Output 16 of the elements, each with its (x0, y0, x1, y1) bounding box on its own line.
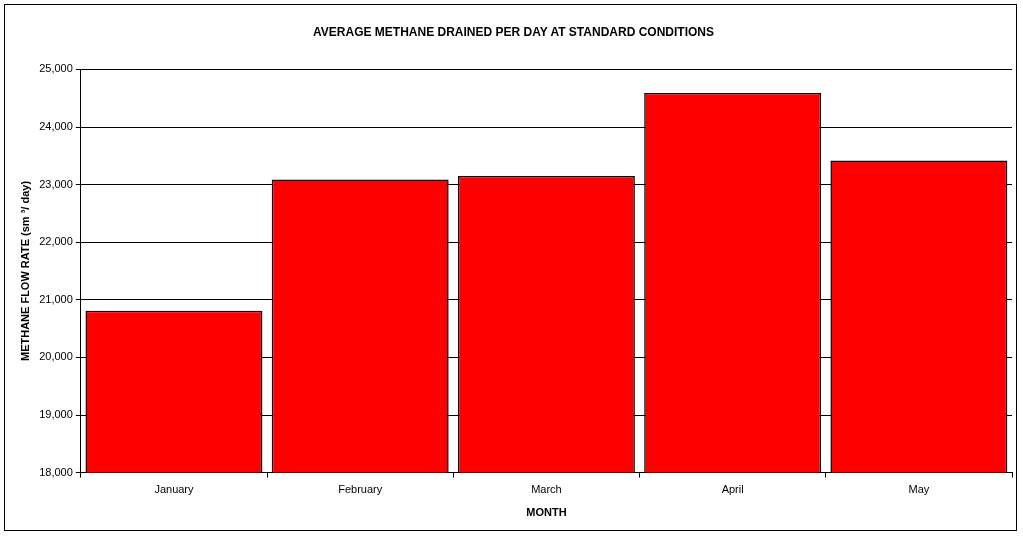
x-tick-label: January (154, 483, 195, 496)
chart-title: AVERAGE METHANE DRAINED PER DAY AT STANDARD CONDITIONS (313, 24, 714, 39)
y-tick-label: 20,000 (39, 350, 73, 363)
x-tick-label: February (338, 483, 383, 496)
y-tick-label: 23,000 (39, 177, 73, 190)
x-tick-label: April (721, 483, 744, 496)
x-tick-label: March (531, 483, 562, 496)
y-tick-label: 21,000 (39, 292, 73, 305)
x-axis-title: MONTH (526, 506, 567, 519)
x-tick-label: May (908, 483, 930, 496)
y-axis-title: METHANE FLOW RATE (sm ³/ day) (18, 180, 31, 362)
y-tick-label: 22,000 (39, 235, 73, 248)
y-tick-label: 19,000 (39, 408, 73, 421)
y-tick-label: 24,000 (39, 120, 73, 133)
y-tick-label: 25,000 (39, 62, 73, 75)
y-tick-label: 18,000 (39, 465, 73, 478)
